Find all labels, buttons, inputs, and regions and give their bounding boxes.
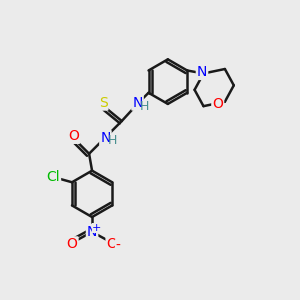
Text: -: - [115, 239, 120, 253]
Text: N: N [100, 131, 111, 145]
Text: O: O [67, 237, 78, 251]
Text: H: H [140, 100, 149, 113]
Text: N: N [197, 65, 207, 79]
Text: +: + [92, 223, 101, 233]
Text: S: S [99, 96, 107, 110]
Text: Cl: Cl [46, 170, 60, 184]
Text: O: O [106, 237, 117, 251]
Text: H: H [107, 134, 117, 147]
Text: O: O [68, 129, 79, 143]
Text: O: O [212, 97, 223, 111]
Text: N: N [132, 96, 143, 110]
Text: N: N [87, 225, 97, 239]
